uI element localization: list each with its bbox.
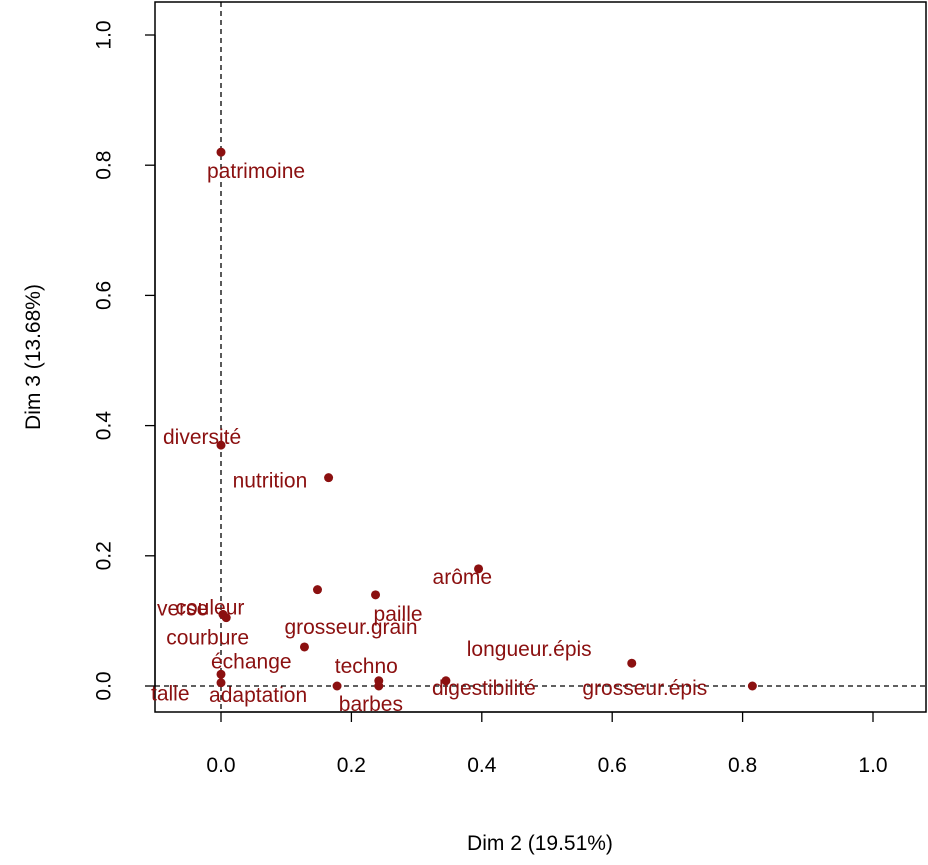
y-tick-label: 0.6: [92, 281, 115, 310]
data-point: [217, 148, 226, 157]
point-label: talle: [151, 683, 190, 706]
y-tick-label: 0.4: [92, 411, 115, 441]
y-tick-label: 0.2: [92, 541, 115, 570]
point-label: barbes: [339, 693, 403, 716]
data-point: [333, 682, 342, 691]
y-tick-label: 0.8: [92, 151, 115, 180]
point-label: verse: [157, 597, 208, 620]
point-label: courbure: [166, 627, 249, 650]
point-label: digestibilité: [432, 677, 536, 700]
point-label: échange: [211, 650, 292, 673]
data-point: [313, 585, 322, 594]
point-label: grosseur.épis: [582, 677, 707, 700]
point-label: patrimoine: [207, 160, 305, 183]
data-point: [748, 682, 757, 691]
point-label: longueur.épis: [467, 638, 592, 661]
plot-frame: [155, 2, 926, 712]
data-point: [374, 682, 383, 691]
y-tick-label: 1.0: [92, 20, 115, 49]
y-axis-title: Dim 3 (13.68%): [22, 284, 45, 430]
x-tick-label: 0.8: [728, 754, 757, 777]
data-point: [627, 659, 636, 668]
y-tick-label: 0.0: [92, 671, 115, 700]
x-tick-label: 0.4: [467, 754, 497, 777]
data-point: [324, 473, 333, 482]
data-point: [371, 590, 380, 599]
point-label: grosseur.grain: [284, 616, 417, 639]
point-label: adaptation: [209, 684, 307, 707]
point-label: diversité: [163, 426, 241, 449]
data-point: [300, 642, 309, 651]
x-axis-title: Dim 2 (19.51%): [467, 832, 613, 855]
point-label: arôme: [433, 566, 493, 589]
point-label: nutrition: [233, 470, 308, 493]
x-tick-label: 0.2: [337, 754, 366, 777]
point-label: techno: [335, 655, 398, 678]
x-tick-label: 1.0: [858, 754, 887, 777]
x-tick-label: 0.0: [206, 754, 235, 777]
x-tick-label: 0.6: [598, 754, 627, 777]
